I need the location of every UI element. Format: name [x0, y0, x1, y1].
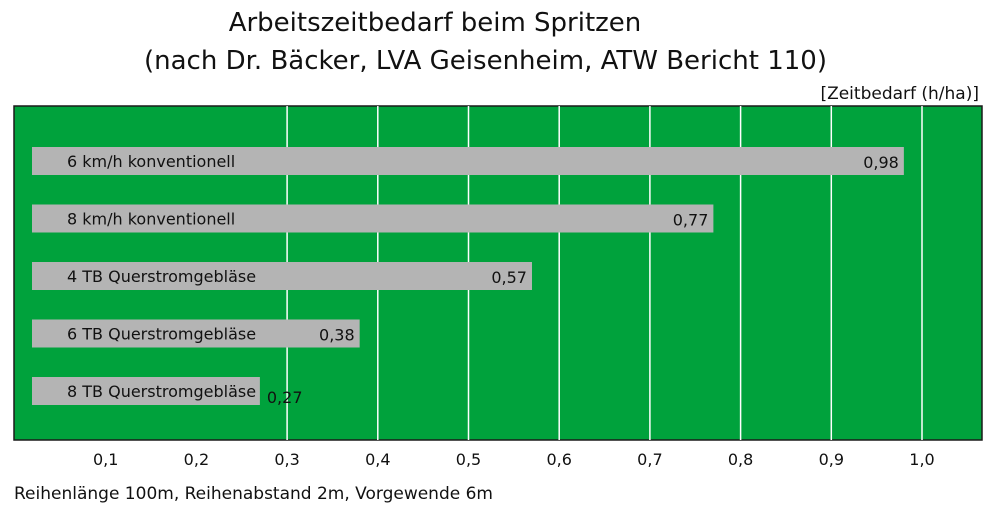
axis-unit-label: [Zeitbedarf (h/ha)] — [820, 84, 979, 104]
bar-category-label: 8 TB Querstromgebläse — [67, 382, 256, 401]
bar-5 — [32, 377, 260, 405]
bar-4 — [32, 319, 360, 348]
x-tick-label: 0,9 — [819, 450, 844, 469]
x-tick-label: 0,6 — [546, 450, 571, 469]
bar-category-label: 4 TB Querstromgebläse — [67, 267, 256, 286]
chart-footnote: Reihenlänge 100m, Reihenabstand 2m, Vorg… — [14, 484, 493, 504]
bar-value-label: 0,77 — [673, 211, 709, 230]
x-tick-label: 0,7 — [637, 450, 662, 469]
bar-chart: 0,1 0,2 0,3 0,4 0,5 0,6 0,7 0,8 0,9 1,0 6 km/h kon… — [13, 105, 983, 469]
bar-category-label: 6 km/h konventionell — [67, 152, 235, 171]
x-tick-label: 0,2 — [184, 450, 209, 469]
chart-subtitle: (nach Dr. Bäcker, LVA Geisenheim, ATW Be… — [144, 46, 827, 76]
bar-2 — [32, 204, 714, 233]
x-tick-label: 1,0 — [909, 450, 934, 469]
bar-value-label: 0,57 — [491, 268, 527, 287]
x-tick-label: 0,8 — [728, 450, 753, 469]
x-tick-label: 0,4 — [365, 450, 390, 469]
bar-value-label: 0,38 — [319, 326, 355, 345]
x-tick-label: 0,5 — [456, 450, 481, 469]
chart-title: Arbeitszeitbedarf beim Spritzen — [228, 8, 642, 38]
bar-value-label: 0,98 — [863, 153, 899, 172]
bar-3 — [32, 262, 532, 290]
bar-category-label: 8 km/h konventionell — [67, 210, 235, 229]
x-tick-label: 0,1 — [93, 450, 118, 469]
bar-value-label: 0,27 — [267, 388, 303, 407]
bar-1 — [32, 147, 904, 175]
x-tick-label: 0,3 — [274, 450, 299, 469]
bar-category-label: 6 TB Querstromgebläse — [67, 325, 256, 344]
